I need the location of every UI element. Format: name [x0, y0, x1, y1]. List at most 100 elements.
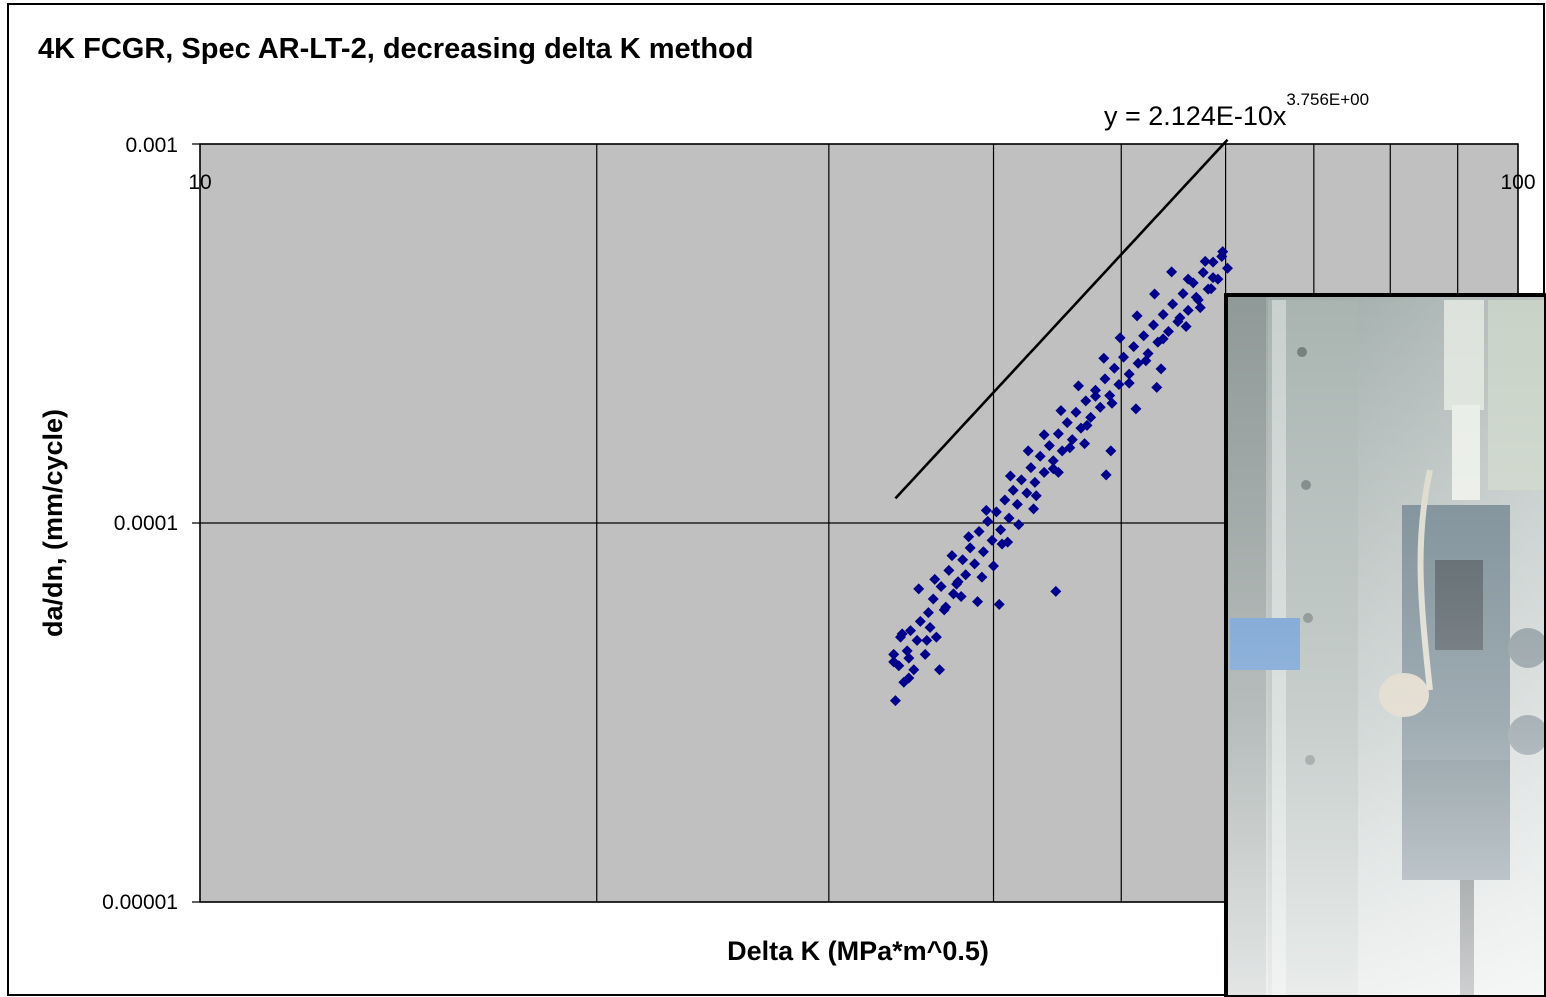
data-point — [1140, 355, 1152, 367]
data-point — [919, 648, 931, 660]
data-point — [1108, 362, 1120, 374]
data-point — [1038, 466, 1050, 478]
data-point — [1061, 417, 1073, 429]
data-point — [1028, 503, 1040, 515]
data-point — [990, 506, 1002, 518]
data-point — [1138, 330, 1150, 342]
data-point — [888, 648, 900, 660]
data-point — [1190, 291, 1202, 303]
data-point — [889, 695, 901, 707]
data-point — [1128, 341, 1140, 353]
data-point — [921, 634, 933, 646]
data-point — [1197, 267, 1209, 279]
data-point — [1043, 440, 1055, 452]
data-point — [1099, 373, 1111, 385]
data-point — [1094, 401, 1106, 413]
x-axis-label: Delta K (MPa*m^0.5) — [727, 936, 989, 966]
data-point — [1151, 381, 1163, 393]
data-point — [1098, 352, 1110, 364]
data-point — [963, 531, 975, 543]
data-point — [1050, 585, 1062, 597]
y-tick-label-top: 0.001 — [125, 134, 178, 157]
data-points — [888, 246, 1234, 707]
data-point — [1002, 536, 1014, 548]
data-point — [1003, 512, 1015, 524]
data-point — [957, 554, 969, 566]
data-point — [1222, 262, 1234, 274]
y-axis-label: da/dn, (mm/cycle) — [38, 409, 68, 637]
data-point — [1004, 470, 1016, 482]
data-point — [927, 593, 939, 605]
data-point — [946, 550, 958, 562]
data-point — [908, 664, 920, 676]
data-point — [943, 564, 955, 576]
data-point — [901, 645, 913, 657]
data-point — [1157, 308, 1169, 320]
data-point — [1174, 312, 1186, 324]
data-point — [905, 625, 917, 637]
data-point — [903, 672, 915, 684]
data-point — [964, 542, 976, 554]
data-point — [1072, 380, 1084, 392]
data-point — [1007, 484, 1019, 496]
data-point — [896, 628, 908, 640]
data-point — [1177, 288, 1189, 300]
trendline-equation: y = 2.124E-10x3.756E+00 — [1104, 90, 1369, 131]
data-point — [1100, 469, 1112, 481]
data-point — [1167, 298, 1179, 310]
data-point — [977, 546, 989, 558]
data-point — [934, 664, 946, 676]
x-tick-label-100: 100 — [1500, 171, 1535, 194]
data-point — [1013, 519, 1025, 531]
data-point — [1130, 403, 1142, 415]
data-point — [993, 598, 1005, 610]
y-tick-label-bottom: 0.00001 — [102, 891, 178, 914]
data-point — [1157, 333, 1169, 345]
data-point — [1216, 250, 1228, 262]
data-point — [1038, 429, 1050, 441]
data-point — [960, 569, 972, 581]
data-point — [1025, 462, 1037, 474]
data-point — [1207, 272, 1219, 284]
data-point — [972, 596, 984, 608]
data-point — [888, 656, 900, 668]
data-point — [1029, 476, 1041, 488]
data-point — [986, 534, 998, 546]
data-point — [1079, 438, 1091, 450]
data-point — [1162, 326, 1174, 338]
data-point — [1089, 390, 1101, 402]
data-point — [976, 571, 988, 583]
data-point — [1180, 320, 1192, 332]
data-point — [1011, 498, 1023, 510]
data-point — [929, 573, 941, 585]
inset-photo — [1224, 293, 1546, 997]
data-point — [999, 494, 1011, 506]
data-point — [1149, 288, 1161, 300]
data-point — [1021, 487, 1033, 499]
data-point — [1113, 378, 1125, 390]
data-point — [980, 504, 992, 516]
data-point — [1052, 428, 1064, 440]
data-point — [969, 558, 981, 570]
data-point — [1106, 397, 1118, 409]
trendline-equation-exponent: 3.756E+00 — [1286, 90, 1369, 109]
y-tick-label-mid: 0.0001 — [114, 512, 178, 535]
trendline — [894, 138, 1229, 500]
data-point — [982, 515, 994, 527]
data-point — [1030, 490, 1042, 502]
data-point — [1081, 419, 1093, 431]
data-point — [1205, 283, 1217, 295]
data-point — [911, 634, 923, 646]
data-point — [913, 583, 925, 595]
data-point — [1166, 266, 1178, 278]
data-point — [988, 560, 1000, 572]
data-point — [1066, 434, 1078, 446]
data-point — [1052, 466, 1064, 478]
data-point — [1194, 302, 1206, 314]
data-point — [935, 580, 947, 592]
data-point — [973, 525, 985, 537]
data-point — [924, 621, 936, 633]
data-point — [1123, 377, 1135, 389]
